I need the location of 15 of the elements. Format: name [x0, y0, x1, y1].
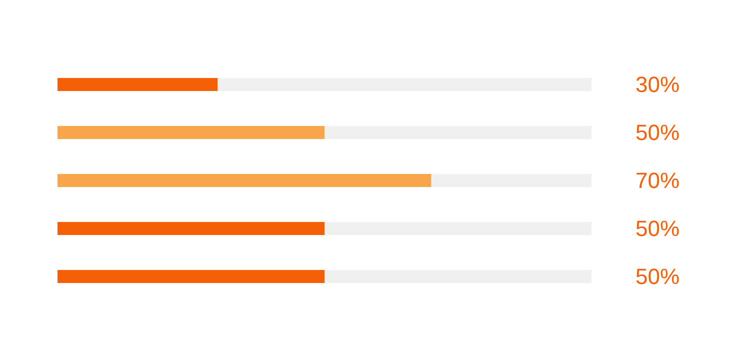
bar: [431, 174, 592, 187]
data-label: 70%: [636, 168, 680, 193]
bar: [58, 78, 218, 91]
bar: [58, 222, 324, 235]
data-label: 50%: [636, 264, 680, 289]
data-label: 30%: [636, 72, 680, 97]
bar: [218, 78, 592, 91]
bar: [58, 174, 432, 187]
bar: [324, 270, 592, 283]
bar: [58, 126, 324, 139]
bar: [324, 222, 592, 235]
data-label: 50%: [636, 216, 680, 241]
data-label: 50%: [636, 120, 680, 145]
bar: [58, 270, 324, 283]
bar: [324, 126, 592, 139]
